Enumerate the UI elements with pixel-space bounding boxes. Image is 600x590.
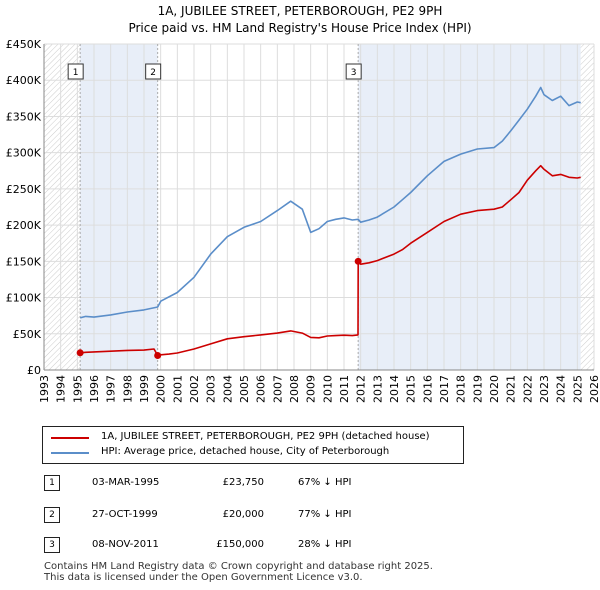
x-tick-label: 1995	[71, 375, 84, 403]
transaction-number: 3	[44, 537, 60, 553]
transaction-price: £20,000	[222, 509, 264, 520]
series-line-property	[80, 164, 581, 357]
sale-marker-box	[145, 63, 162, 80]
x-tick-label: 1998	[121, 375, 134, 403]
y-tick-label: £0	[27, 364, 41, 377]
y-tick-label: £400K	[6, 74, 42, 87]
sale-point	[154, 352, 162, 360]
y-tick-label: £200K	[6, 219, 42, 232]
x-tick-label: 2012	[355, 375, 368, 403]
x-tick-label: 2004	[221, 375, 234, 403]
price-chart: 1 2 3 £0 £50K £100K £150K £200K £250K £300K £350K £…	[6, 38, 600, 403]
y-tick-label: £50K	[13, 328, 42, 341]
series-line-hpi	[80, 86, 581, 319]
x-tick-label: 2022	[521, 375, 534, 403]
x-tick-label: 2024	[555, 375, 568, 403]
sale-marker-label: 2	[150, 68, 156, 78]
chart-title-line2: Price paid vs. HM Land Registry's House …	[128, 21, 472, 35]
x-tick-label: 1997	[105, 375, 118, 403]
transaction-hpi-diff: 67% ↓ HPI	[298, 477, 352, 488]
x-tick-label: 2006	[255, 375, 268, 403]
sale-point	[76, 349, 84, 357]
x-tick-label: 1994	[55, 375, 68, 403]
transaction-number: 2	[44, 507, 60, 523]
legend-label-hpi: HPI: Average price, detached house, City…	[101, 446, 390, 457]
x-tick-label: 2001	[171, 375, 184, 403]
y-tick-label: £300K	[6, 147, 42, 160]
sale-point	[354, 257, 362, 265]
x-tick-label: 2020	[488, 375, 501, 403]
y-tick-label: £250K	[6, 183, 42, 196]
x-tick-label: 2009	[305, 375, 318, 403]
x-tick-label: 2005	[238, 375, 251, 403]
x-tick-label: 2026	[588, 375, 600, 403]
x-tick-label: 2007	[271, 375, 284, 403]
x-tick-label: 2008	[288, 375, 301, 403]
transaction-date: 08-NOV-2011	[92, 539, 159, 550]
x-tick-label: 2014	[388, 375, 401, 403]
x-tick-label: 2017	[438, 375, 451, 403]
transaction-date: 27-OCT-1999	[92, 509, 158, 520]
legend-label-property: 1A, JUBILEE STREET, PETERBOROUGH, PE2 9P…	[101, 431, 430, 442]
x-tick-label: 2018	[455, 375, 468, 403]
x-tick-label: 1999	[138, 375, 151, 403]
ownership-shade	[358, 44, 581, 370]
y-tick-label: £150K	[6, 255, 42, 268]
transaction-price: £150,000	[216, 539, 264, 550]
x-tick-label: 2013	[371, 375, 384, 403]
sale-marker-box	[67, 63, 84, 80]
no-data-hatch	[580, 44, 594, 370]
chart-title-line1: 1A, JUBILEE STREET, PETERBOROUGH, PE2 9P…	[157, 4, 443, 18]
legend-swatch-property	[51, 437, 89, 439]
x-tick-label: 2015	[405, 375, 418, 403]
footer-copyright: Contains HM Land Registry data © Crown c…	[44, 561, 433, 572]
transaction-hpi-diff: 77% ↓ HPI	[298, 509, 352, 520]
x-tick-label: 2010	[321, 375, 334, 403]
x-tick-label: 2019	[471, 375, 484, 403]
legend-swatch-hpi	[51, 452, 89, 454]
transaction-date: 03-MAR-1995	[92, 477, 160, 488]
sale-marker-box	[345, 63, 362, 80]
sale-marker-label: 1	[73, 68, 79, 78]
x-tick-label: 2003	[205, 375, 218, 403]
x-tick-label: 2016	[421, 375, 434, 403]
x-tick-label: 2011	[338, 375, 351, 403]
ownership-shade	[80, 44, 158, 370]
footer-licence: This data is licensed under the Open Gov…	[44, 572, 363, 583]
x-tick-label: 2021	[505, 375, 518, 403]
x-tick-label: 1993	[38, 375, 51, 403]
no-data-hatch	[44, 44, 81, 370]
transaction-price: £23,750	[222, 477, 264, 488]
transaction-number: 1	[44, 475, 60, 491]
y-tick-label: £450K	[6, 38, 42, 51]
y-tick-label: £350K	[6, 110, 42, 123]
x-tick-label: 2000	[155, 375, 168, 403]
footer: Contains HM Land Registry data © Crown c…	[44, 561, 433, 583]
x-tick-label: 2002	[188, 375, 201, 403]
y-tick-label: £100K	[6, 292, 42, 305]
x-tick-label: 2023	[538, 375, 551, 403]
transaction-hpi-diff: 28% ↓ HPI	[298, 539, 352, 550]
x-tick-label: 1996	[88, 375, 101, 403]
sale-marker-label: 3	[351, 68, 357, 78]
chart-legend: 1A, JUBILEE STREET, PETERBOROUGH, PE2 9P…	[42, 426, 464, 464]
x-tick-label: 2025	[571, 375, 584, 403]
